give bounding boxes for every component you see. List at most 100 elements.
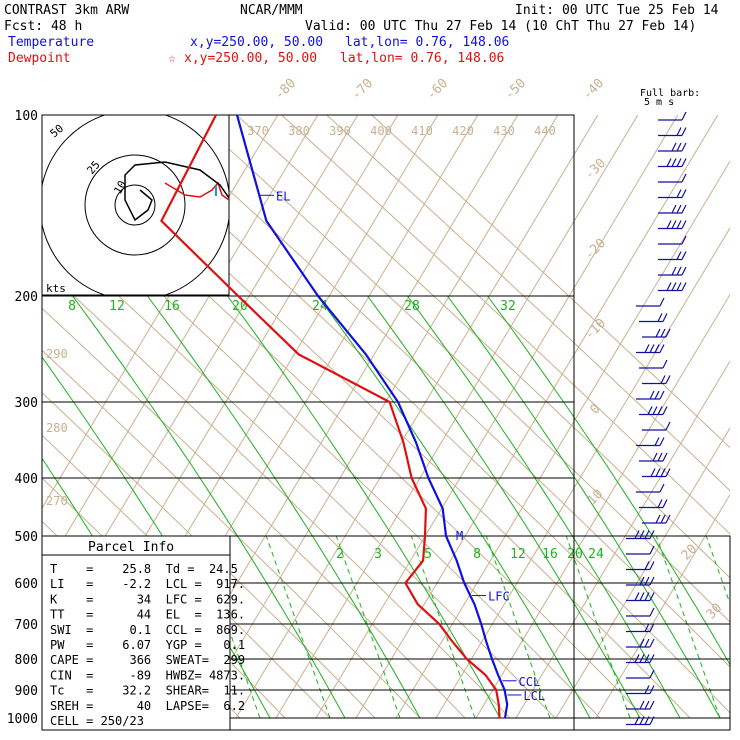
hodograph-ring-10 — [114, 184, 156, 226]
mixing-ratio-dashed — [705, 535, 730, 606]
isotherm-line — [315, 115, 679, 719]
parcel-info-row: T = 25.8 Td = 24.5 — [50, 562, 238, 576]
hodograph-trace-high — [124, 161, 229, 222]
dry-adiabat — [42, 141, 646, 719]
theta-label: 390 — [329, 124, 351, 138]
wind-barb — [658, 266, 687, 276]
parcel-info-row: TT = 44 EL = 136. — [50, 608, 245, 622]
theta-left-label: 290 — [46, 347, 68, 361]
mixing-ratio-line — [447, 295, 721, 719]
mixing-ratio-dashed — [565, 535, 631, 719]
wind-barb — [642, 514, 671, 524]
mixing-ratio-label: 16 — [542, 547, 558, 562]
dewpoint-star-icon: ☆ — [168, 51, 176, 66]
isotherm-line — [355, 115, 719, 719]
isotherm-label: -20 — [582, 236, 609, 263]
temperature-latlon: lat,lon= 0.76, 148.06 — [345, 35, 509, 50]
dry-adiabat — [371, 115, 730, 449]
pressure-label-200: 200 — [15, 290, 38, 305]
wind-barb — [636, 344, 665, 354]
temperature-label: Temperature — [8, 35, 94, 50]
marker-lcl: LCL — [507, 689, 545, 703]
wind-barb — [636, 390, 665, 400]
mixing-ratio-label: 16 — [164, 299, 180, 314]
svg-text:CCL: CCL — [519, 675, 541, 689]
mixing-ratio-labels: 8 12 16 20 24 28 322 3 5 8 12 16 20 24 — [68, 299, 604, 562]
mixing-ratio-label: 2 — [336, 547, 344, 562]
isotherm-label: -80 — [272, 76, 299, 103]
mixing-ratio-dashed — [265, 535, 331, 719]
wind-barbs — [626, 111, 687, 726]
parcel-info-row: SWI = 0.1 CCL = 869. — [50, 623, 245, 637]
pressure-labels: 100 200 300 400 500 600 700 800 900 1000 — [7, 109, 38, 727]
wind-barb — [626, 654, 655, 664]
isotherm-line — [595, 493, 730, 719]
isotherm-label: -10 — [582, 316, 609, 343]
marker-ccl: CCL — [502, 675, 541, 689]
wind-barb — [636, 297, 665, 307]
pressure-label-600: 600 — [15, 577, 38, 592]
theta-label: 400 — [370, 124, 392, 138]
theta-label: 420 — [452, 124, 474, 138]
parcel-info-row: CIN = -89 HWBZ= 4873. — [50, 668, 245, 682]
isotherm-line — [42, 115, 319, 576]
mixing-ratio-label: 12 — [510, 547, 526, 562]
mixing-ratio-label: 12 — [109, 299, 125, 314]
dry-adiabat — [326, 115, 730, 492]
dry-adiabat — [42, 307, 466, 719]
wind-barb — [626, 592, 655, 602]
pressure-label-800: 800 — [15, 653, 38, 668]
isotherm-label: 20 — [679, 542, 701, 564]
wind-barb — [626, 576, 655, 586]
barb-key-title: Full barb: — [640, 88, 700, 99]
wind-barb — [658, 142, 687, 152]
dewpoint-profile — [160, 114, 501, 719]
theta-label: 410 — [411, 124, 433, 138]
wind-barb — [658, 251, 687, 261]
wind-barb — [626, 716, 655, 726]
dry-adiabat — [146, 115, 730, 668]
pressure-label-400: 400 — [15, 472, 38, 487]
temperature-profile — [235, 114, 509, 719]
dry-adiabat — [42, 349, 421, 719]
pressure-label-1000: 1000 — [7, 712, 38, 727]
pressure-label-900: 900 — [15, 684, 38, 699]
wind-barb — [658, 111, 687, 121]
dry-adiabat — [236, 115, 730, 579]
parcel-info-box — [41, 535, 231, 731]
wind-barb — [658, 235, 687, 245]
wind-barb — [639, 359, 668, 369]
theta-label: 430 — [493, 124, 515, 138]
isotherm-line — [195, 115, 559, 719]
isotherm-label: -50 — [502, 76, 529, 103]
barb-key-units: 5 m s — [644, 97, 674, 108]
temperature-xy: x,y=250.00, 50.00 — [190, 35, 323, 50]
model-title: CONTRAST 3km ARW — [4, 3, 129, 18]
wind-barb — [636, 437, 665, 447]
wind-barb — [639, 452, 668, 462]
parcel-info-row: SREH = 40 LAPSE= 6.2 — [50, 699, 245, 713]
wind-barb — [639, 499, 668, 509]
mixing-ratio-label: 20 — [232, 299, 248, 314]
parcel-info-row: CELL = 250/23 — [50, 714, 144, 728]
dewpoint-latlon: lat,lon= 0.76, 148.06 — [340, 51, 504, 66]
forecast-hour: Fcst: 48 h — [4, 19, 82, 34]
hodograph-ring-label-10: 10 — [111, 179, 129, 197]
theta-left-label: 280 — [46, 421, 68, 435]
mixing-ratio-label: 5 — [424, 547, 432, 562]
isotherm-line — [275, 115, 639, 719]
wind-barb — [658, 220, 687, 230]
wind-barb — [642, 468, 671, 478]
pressure-label-500: 500 — [15, 530, 38, 545]
isotherm-label: -40 — [580, 76, 607, 103]
marker-el: EL — [259, 189, 290, 203]
mixing-ratio-label: 24 — [588, 547, 604, 562]
center-title: NCAR/MMM — [240, 3, 303, 18]
dry-adiabat — [42, 183, 601, 719]
dry-adiabat — [42, 265, 511, 719]
wind-barb — [639, 313, 668, 323]
dry-adiabat — [281, 115, 730, 535]
wind-barb — [626, 545, 655, 555]
